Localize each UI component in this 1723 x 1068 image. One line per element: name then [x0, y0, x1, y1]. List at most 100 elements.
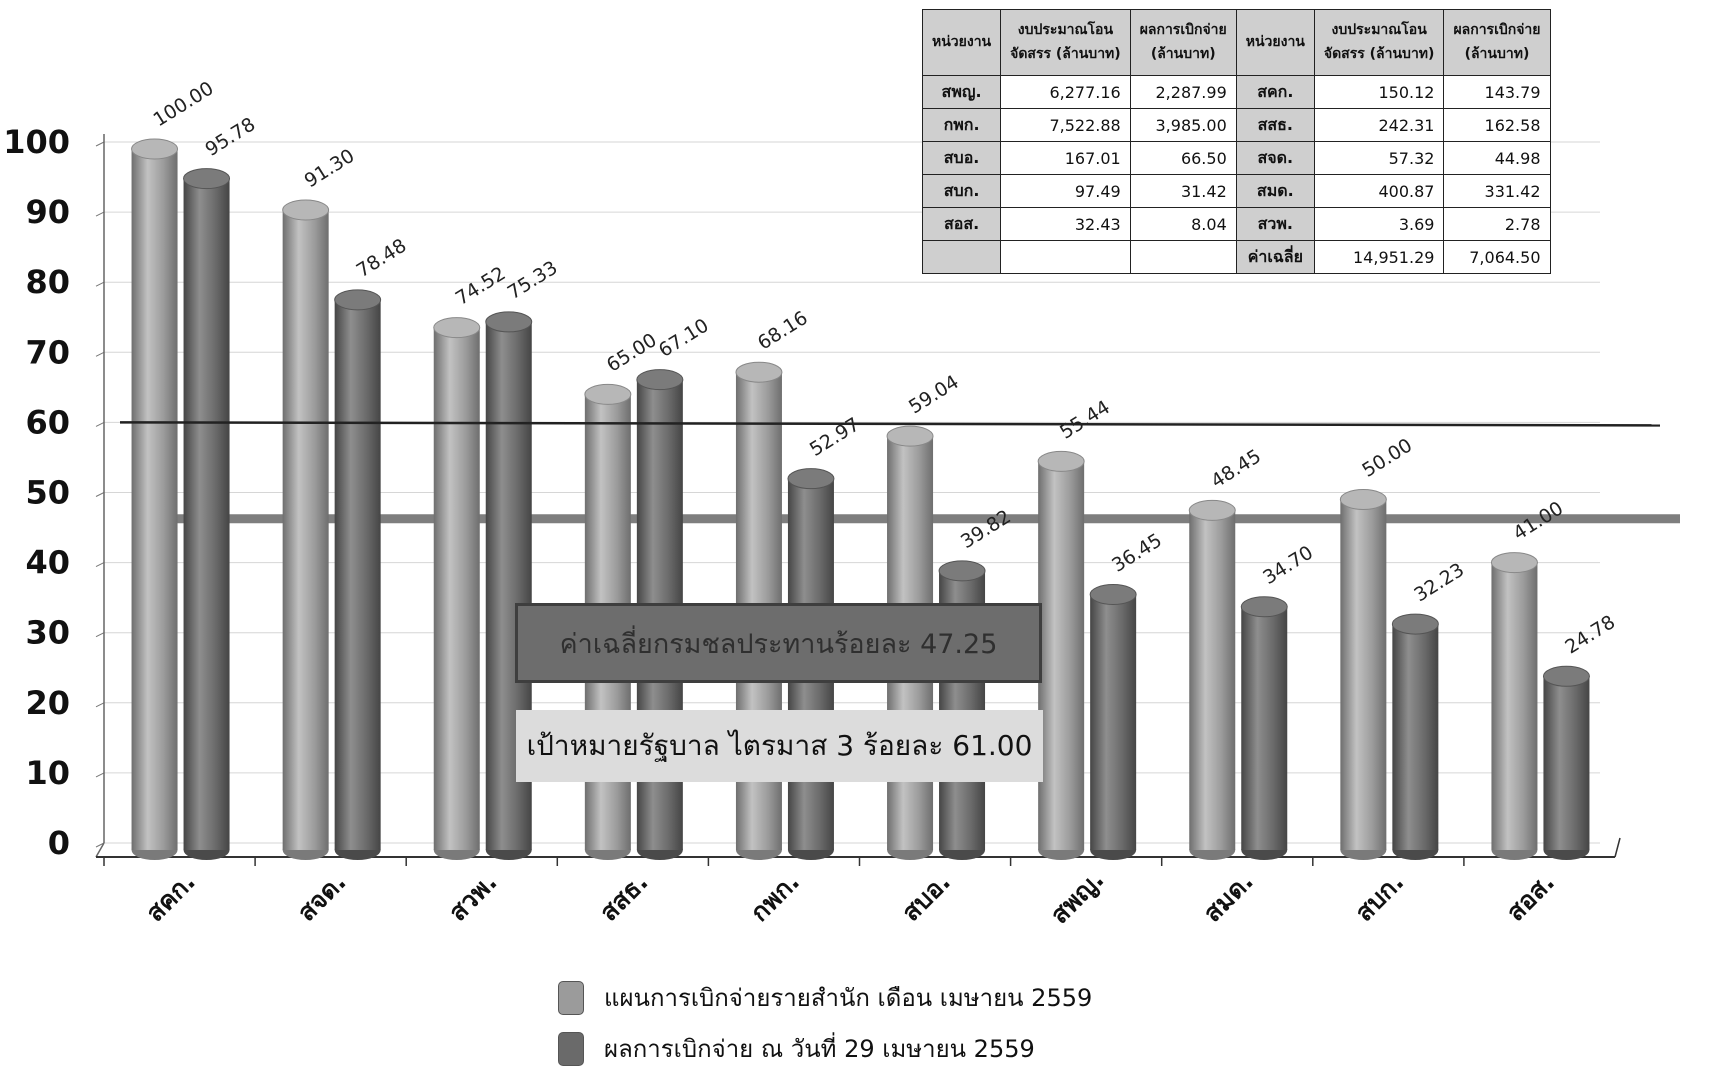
bar-cap: [1240, 596, 1288, 618]
table-cell-value: 3.69: [1313, 207, 1445, 241]
actual-bar: [1542, 665, 1590, 860]
bar-cap: [282, 199, 330, 221]
plan-value-label: 50.00: [1358, 434, 1416, 481]
plan-bar: [1339, 489, 1387, 860]
table-cell-value: 331.42: [1443, 174, 1551, 208]
bar-body: [1038, 461, 1085, 850]
y-tick-label: 40: [25, 544, 70, 582]
target-callout-text: เป้าหมายรัฐบาล ไตรมาส 3 ร้อยละ 61.00: [526, 729, 1033, 762]
gridline-depth: [95, 632, 105, 638]
table-cell-value: 31.42: [1129, 174, 1237, 208]
actual-value-label: 36.45: [1108, 529, 1166, 576]
table-cell-value: 32.43: [1000, 207, 1131, 241]
header-disbursed: ผลการเบิกจ่าย (ล้านบาท): [1443, 9, 1551, 76]
bar-body: [1090, 594, 1137, 850]
table-cell-unit: สจด.: [1235, 141, 1315, 175]
table-cell-value: 7,064.50: [1443, 240, 1551, 274]
plan-bar: [131, 138, 179, 860]
bar-body: [282, 209, 329, 850]
actual-bar: [183, 168, 231, 860]
gridline-depth: [95, 211, 105, 217]
table-cell-unit: ค่าเฉลี่ย: [1235, 240, 1315, 274]
table-row: กพก. 7,522.88 3,985.00 สสธ. 242.31 162.58: [921, 108, 1551, 142]
actual-value-label: 32.23: [1410, 559, 1468, 606]
header-budget: งบประมาณโอน จัดสรร (ล้านบาท): [1313, 9, 1445, 76]
actual-value-label: 67.10: [655, 314, 713, 361]
table-cell-value: 167.01: [1000, 141, 1131, 175]
table-cell-unit: สสธ.: [1235, 108, 1315, 142]
gridline-depth: [95, 421, 105, 427]
axis-right-edge: [1614, 837, 1621, 858]
gridline-depth: [95, 702, 105, 708]
table-header-row: หน่วยงาน งบประมาณโอน จัดสรร (ล้านบาท) ผล…: [921, 9, 1551, 76]
bar-cap: [1339, 489, 1387, 510]
table-cell-unit: สมด.: [1235, 174, 1315, 208]
table-row: สพญ. 6,277.16 2,287.99 สคก. 150.12 143.79: [921, 75, 1551, 109]
actual-value-label: 34.70: [1259, 542, 1317, 589]
plan-bar: [282, 199, 330, 860]
bar-body: [1543, 676, 1590, 850]
legend-label-plan: แผนการเบิกจ่ายรายสำนัก เดือน เมษายน 2559: [604, 984, 1093, 1012]
bar-cap: [584, 383, 632, 405]
y-tick-label: 70: [25, 333, 70, 371]
plan-value-label: 91.30: [301, 145, 359, 192]
x-tick-label: สอส.: [1501, 867, 1560, 926]
actual-bar: [1089, 583, 1137, 860]
header-unit: หน่วยงาน: [1235, 9, 1315, 76]
legend-label-actual: ผลการเบิกจ่าย ณ วันที่ 29 เมษายน 2559: [604, 1035, 1035, 1063]
gridline-depth: [95, 281, 105, 287]
table-cell-unit: สบอ.: [921, 141, 1002, 175]
bar-body: [183, 178, 230, 850]
actual-value-label: 52.97: [806, 413, 864, 460]
plan-value-label: 59.04: [905, 371, 963, 418]
legend-swatch-actual: [558, 1031, 584, 1066]
table-cell-value: 7,522.88: [1000, 108, 1131, 142]
x-tick-label: สจด.: [292, 867, 352, 927]
table-row: ค่าเฉลี่ย 14,951.29 7,064.50: [921, 240, 1551, 274]
y-tick-label: 80: [25, 263, 70, 301]
bar-cap: [735, 361, 783, 383]
bar-cap: [1188, 499, 1236, 521]
table-cell-value: 3,985.00: [1129, 108, 1237, 142]
plan-bar: [433, 317, 481, 860]
table-cell-value: [1129, 240, 1237, 274]
budget-table: หน่วยงาน งบประมาณโอน จัดสรร (ล้านบาท) ผล…: [921, 9, 1551, 274]
bar-cap: [183, 168, 231, 190]
bar-cap: [1542, 665, 1590, 687]
bar-body: [1241, 606, 1288, 850]
table-cell-value: 6,277.16: [1000, 75, 1131, 109]
y-tick-label: 10: [25, 754, 70, 792]
plan-bar: [1490, 552, 1538, 860]
plan-value-label: 48.45: [1207, 445, 1265, 492]
y-tick-label: 50: [25, 474, 70, 512]
target-reference-line: [119, 421, 1661, 427]
gridline-depth: [95, 772, 105, 778]
table-cell-unit: กพก.: [921, 108, 1002, 142]
axis-corner: [95, 842, 105, 858]
actual-value-label: 75.33: [504, 257, 562, 304]
gridline-depth: [95, 141, 105, 147]
bar-body: [1340, 499, 1387, 850]
table-cell-value: 150.12: [1313, 75, 1445, 109]
table-cell-value: 143.79: [1443, 75, 1551, 109]
legend-item-plan: แผนการเบิกจ่ายรายสำนัก เดือน เมษายน 2559: [558, 978, 1092, 1017]
x-tick-label: สวพ.: [443, 867, 503, 927]
legend-item-actual: ผลการเบิกจ่าย ณ วันที่ 29 เมษายน 2559: [558, 1029, 1035, 1068]
actual-bar: [1391, 613, 1439, 860]
actual-value-label: 39.82: [957, 506, 1015, 553]
bar-cap: [433, 317, 481, 339]
table-row: สอส. 32.43 8.04 สวพ. 3.69 2.78: [921, 207, 1551, 241]
bar-cap: [1037, 450, 1085, 472]
table-cell-unit: สพญ.: [921, 75, 1002, 109]
bar-body: [1491, 562, 1538, 850]
bar-cap: [131, 138, 179, 160]
bar-cap: [1391, 613, 1439, 635]
table-cell-value: 8.04: [1129, 207, 1237, 241]
target-callout: เป้าหมายรัฐบาล ไตรมาส 3 ร้อยละ 61.00: [516, 710, 1043, 782]
table-cell-value: 66.50: [1129, 141, 1237, 175]
plan-value-label: 68.16: [754, 307, 812, 354]
plan-bar: [1037, 450, 1085, 860]
plan-value-label: 41.00: [1509, 497, 1567, 544]
bar-body: [131, 149, 178, 850]
y-tick-label: 100: [3, 123, 70, 161]
